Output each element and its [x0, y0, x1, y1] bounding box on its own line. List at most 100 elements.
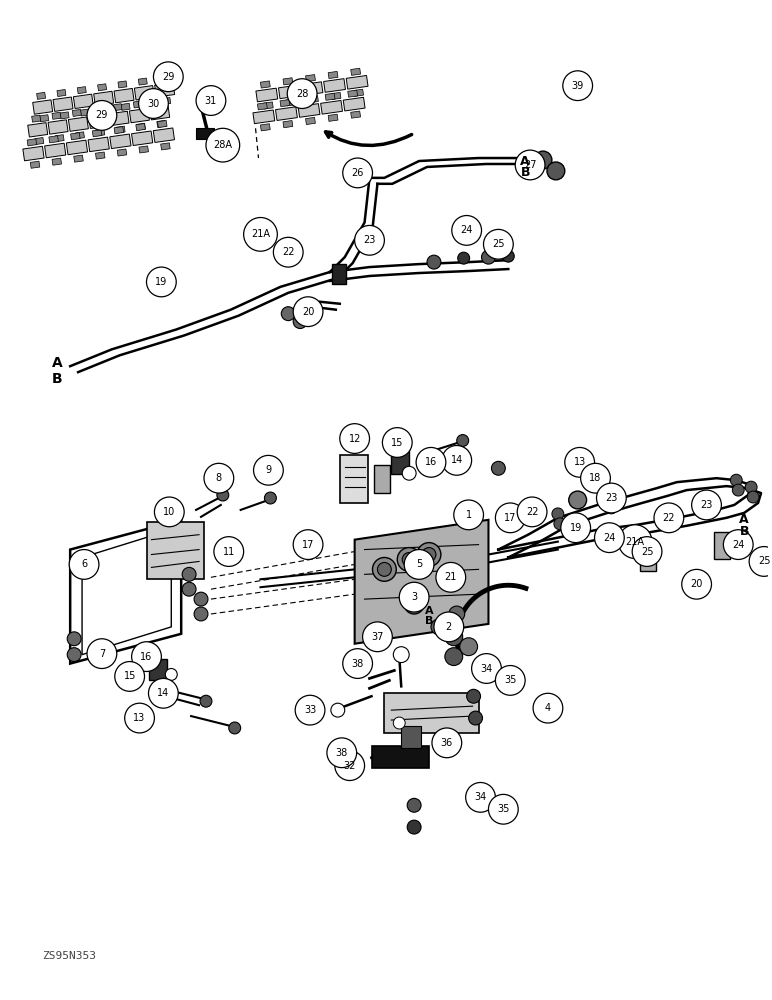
Circle shape — [733, 484, 744, 496]
Circle shape — [363, 622, 392, 652]
Circle shape — [194, 607, 208, 621]
Text: 19: 19 — [570, 523, 582, 533]
Text: 22: 22 — [282, 247, 294, 257]
Circle shape — [442, 445, 472, 475]
Polygon shape — [276, 107, 297, 120]
Text: 18: 18 — [589, 473, 601, 483]
Text: A: A — [52, 356, 63, 370]
Circle shape — [382, 428, 412, 457]
Circle shape — [295, 695, 325, 725]
Text: 7: 7 — [99, 649, 105, 659]
Circle shape — [281, 307, 295, 321]
Polygon shape — [323, 79, 345, 92]
Polygon shape — [97, 84, 107, 91]
Bar — [209, 137, 227, 148]
Circle shape — [398, 548, 421, 571]
Polygon shape — [141, 100, 151, 107]
Polygon shape — [30, 161, 40, 168]
Circle shape — [434, 612, 464, 642]
Polygon shape — [161, 143, 170, 150]
Text: 34: 34 — [480, 664, 493, 674]
Circle shape — [405, 594, 424, 614]
Polygon shape — [121, 103, 130, 110]
Text: ZS95N353: ZS95N353 — [42, 951, 96, 961]
Polygon shape — [76, 132, 84, 139]
Circle shape — [405, 550, 434, 579]
Circle shape — [496, 503, 525, 533]
Text: 32: 32 — [344, 761, 356, 771]
Polygon shape — [57, 89, 66, 97]
Polygon shape — [74, 155, 83, 162]
Polygon shape — [298, 104, 320, 117]
Circle shape — [206, 128, 239, 162]
Circle shape — [436, 562, 466, 592]
Text: 10: 10 — [163, 507, 175, 517]
Circle shape — [745, 481, 757, 493]
Text: 31: 31 — [205, 96, 217, 106]
Polygon shape — [157, 120, 167, 128]
Circle shape — [547, 162, 565, 180]
Circle shape — [496, 666, 525, 695]
Text: 38: 38 — [351, 659, 364, 669]
Text: 8: 8 — [216, 473, 222, 483]
Polygon shape — [101, 106, 110, 113]
Circle shape — [165, 669, 178, 680]
Bar — [714, 532, 730, 559]
Circle shape — [445, 628, 462, 646]
Polygon shape — [60, 112, 69, 119]
Circle shape — [682, 569, 712, 599]
Circle shape — [432, 728, 462, 758]
Polygon shape — [325, 93, 335, 100]
Circle shape — [654, 503, 684, 533]
Circle shape — [340, 424, 370, 453]
Text: 21: 21 — [445, 572, 457, 582]
Circle shape — [132, 642, 161, 671]
Polygon shape — [130, 108, 149, 123]
Text: 28: 28 — [296, 89, 308, 99]
Circle shape — [87, 101, 117, 130]
Circle shape — [393, 717, 405, 729]
Polygon shape — [89, 114, 109, 128]
Circle shape — [581, 463, 611, 493]
Circle shape — [293, 315, 307, 329]
Circle shape — [265, 492, 276, 504]
Circle shape — [534, 151, 552, 169]
Polygon shape — [53, 97, 73, 111]
Circle shape — [452, 216, 482, 245]
Text: 16: 16 — [141, 652, 153, 662]
Polygon shape — [154, 98, 163, 105]
Polygon shape — [23, 146, 44, 161]
Circle shape — [343, 649, 373, 678]
Text: 24: 24 — [603, 533, 615, 543]
Circle shape — [399, 582, 429, 612]
Text: 30: 30 — [147, 99, 160, 109]
Circle shape — [458, 252, 469, 264]
Circle shape — [417, 543, 441, 566]
Polygon shape — [158, 75, 168, 82]
Text: 22: 22 — [526, 507, 538, 517]
Polygon shape — [73, 109, 81, 116]
Text: 16: 16 — [425, 457, 437, 467]
Polygon shape — [139, 146, 148, 153]
Polygon shape — [350, 111, 361, 118]
Circle shape — [503, 250, 514, 262]
Bar — [640, 548, 656, 571]
Text: 38: 38 — [336, 748, 348, 758]
Text: 13: 13 — [574, 457, 586, 467]
Circle shape — [632, 537, 662, 566]
Text: A: A — [520, 155, 530, 168]
Circle shape — [200, 695, 212, 707]
Polygon shape — [306, 75, 316, 82]
Circle shape — [730, 474, 742, 486]
Circle shape — [517, 497, 547, 527]
Polygon shape — [309, 96, 318, 103]
Polygon shape — [134, 86, 154, 100]
Polygon shape — [157, 120, 166, 127]
Circle shape — [489, 794, 518, 824]
Text: B: B — [425, 616, 433, 626]
Bar — [150, 659, 168, 680]
Polygon shape — [286, 99, 296, 106]
Circle shape — [466, 782, 496, 812]
Polygon shape — [279, 85, 300, 99]
Polygon shape — [52, 158, 62, 165]
